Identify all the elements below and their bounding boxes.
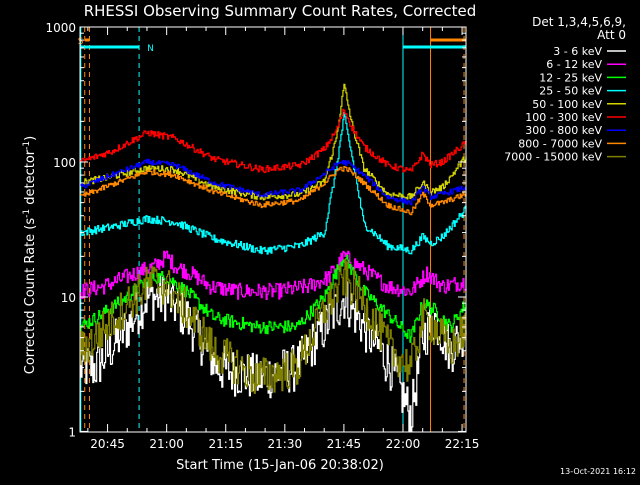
series-trace-4 xyxy=(80,83,467,201)
x-tick-label-0: 20:45 xyxy=(90,437,125,451)
legend-label-2: 12 - 25 keV xyxy=(539,71,602,84)
y-axis-label: Corrected Count Rate (s-1 detector-1) xyxy=(22,136,38,374)
series-layer xyxy=(80,83,467,432)
plot-frame xyxy=(79,26,467,433)
legend-header-attenuator: Att 0 xyxy=(597,28,626,42)
series-trace-0 xyxy=(80,274,467,432)
x-tick-label-1: 21:00 xyxy=(149,437,184,451)
axes-layer: 20:45 21:00 21:15 21:30 21:45 22:00 22:15 1 10 10… xyxy=(45,21,479,451)
x-tick-label-3: 21:30 xyxy=(268,437,303,451)
x-tick-label-5: 22:00 xyxy=(386,437,421,451)
legend-label-6: 300 - 800 keV xyxy=(525,124,602,137)
y-axis-label-sup1: -1 xyxy=(22,209,32,218)
legend-label-5: 100 - 300 keV xyxy=(525,111,602,124)
legend-label-0: 3 - 6 keV xyxy=(553,45,602,58)
x-tick-label-6: 22:15 xyxy=(445,437,480,451)
chart-title: RHESSI Observing Summary Count Rates, Co… xyxy=(84,2,477,20)
legend-label-8: 7000 - 15000 keV xyxy=(504,151,602,164)
y-axis-label-mid: detector xyxy=(23,149,38,209)
legend-label-7: 800 - 7000 keV xyxy=(518,137,602,150)
x-axis-label: Start Time (15-Jan-06 20:38:02) xyxy=(176,458,384,473)
legend-label-4: 50 - 100 keV xyxy=(532,98,602,111)
y-tick-label-0: 1 xyxy=(68,425,76,439)
marker-layer: SN xyxy=(78,37,466,54)
series-trace-8 xyxy=(80,258,467,394)
y-tick-label-2: 100 xyxy=(53,156,76,170)
series-trace-1 xyxy=(80,250,467,300)
flag-label-0: S xyxy=(78,37,84,47)
legend-label-1: 6 - 12 keV xyxy=(546,58,602,71)
y-tick-label-1: 10 xyxy=(61,291,76,305)
series-trace-3 xyxy=(80,111,467,255)
y-axis-label-sup2: -1 xyxy=(22,141,32,150)
series-trace-6 xyxy=(80,158,467,206)
y-tick-label-3: 1000 xyxy=(45,21,76,35)
x-tick-label-4: 21:45 xyxy=(327,437,362,451)
x-tick-label-2: 21:15 xyxy=(208,437,243,451)
y-axis-label-main: Corrected Count Rate (s xyxy=(23,218,38,375)
series-trace-5 xyxy=(80,108,467,174)
legend-label-3: 25 - 50 keV xyxy=(539,85,602,98)
legend-header-detectors: Det 1,3,4,5,6,9, xyxy=(532,15,626,29)
flag-label-1: N xyxy=(147,44,154,54)
series-trace-7 xyxy=(80,166,467,216)
generation-timestamp: 13-Oct-2021 16:12 xyxy=(560,467,636,476)
y-axis-label-end: ) xyxy=(23,136,38,141)
